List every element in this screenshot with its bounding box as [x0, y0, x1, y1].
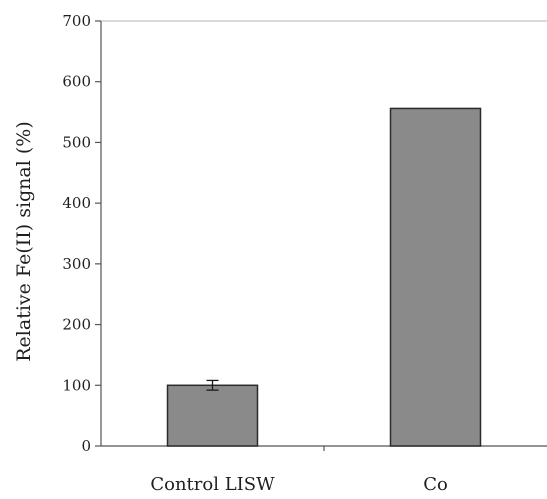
y-axis-ticks: 0 100 200 300 400 500 600 700 [62, 12, 101, 455]
x-category-label: Co [423, 474, 448, 495]
y-tick-label: 400 [62, 194, 91, 212]
y-axis-title: Relative Fe(II) signal (%) [13, 121, 35, 362]
y-tick-label: 300 [62, 255, 91, 273]
y-tick-label: 700 [62, 12, 91, 30]
plot-area: 0 100 200 300 400 500 600 700 Control LISW Co [62, 12, 547, 495]
y-tick-label: 100 [62, 376, 91, 394]
x-category-label: Control LISW [150, 474, 275, 495]
bars [166, 107, 482, 447]
error-bars [206, 379, 219, 391]
x-axis-ticks: Control LISW Co [150, 446, 448, 495]
bar-control-lisw [166, 384, 259, 447]
y-tick-label: 500 [62, 133, 91, 151]
bar-co [389, 107, 482, 447]
y-tick-label: 200 [62, 316, 91, 334]
y-tick-label: 0 [81, 437, 91, 455]
y-tick-label: 600 [62, 73, 91, 91]
